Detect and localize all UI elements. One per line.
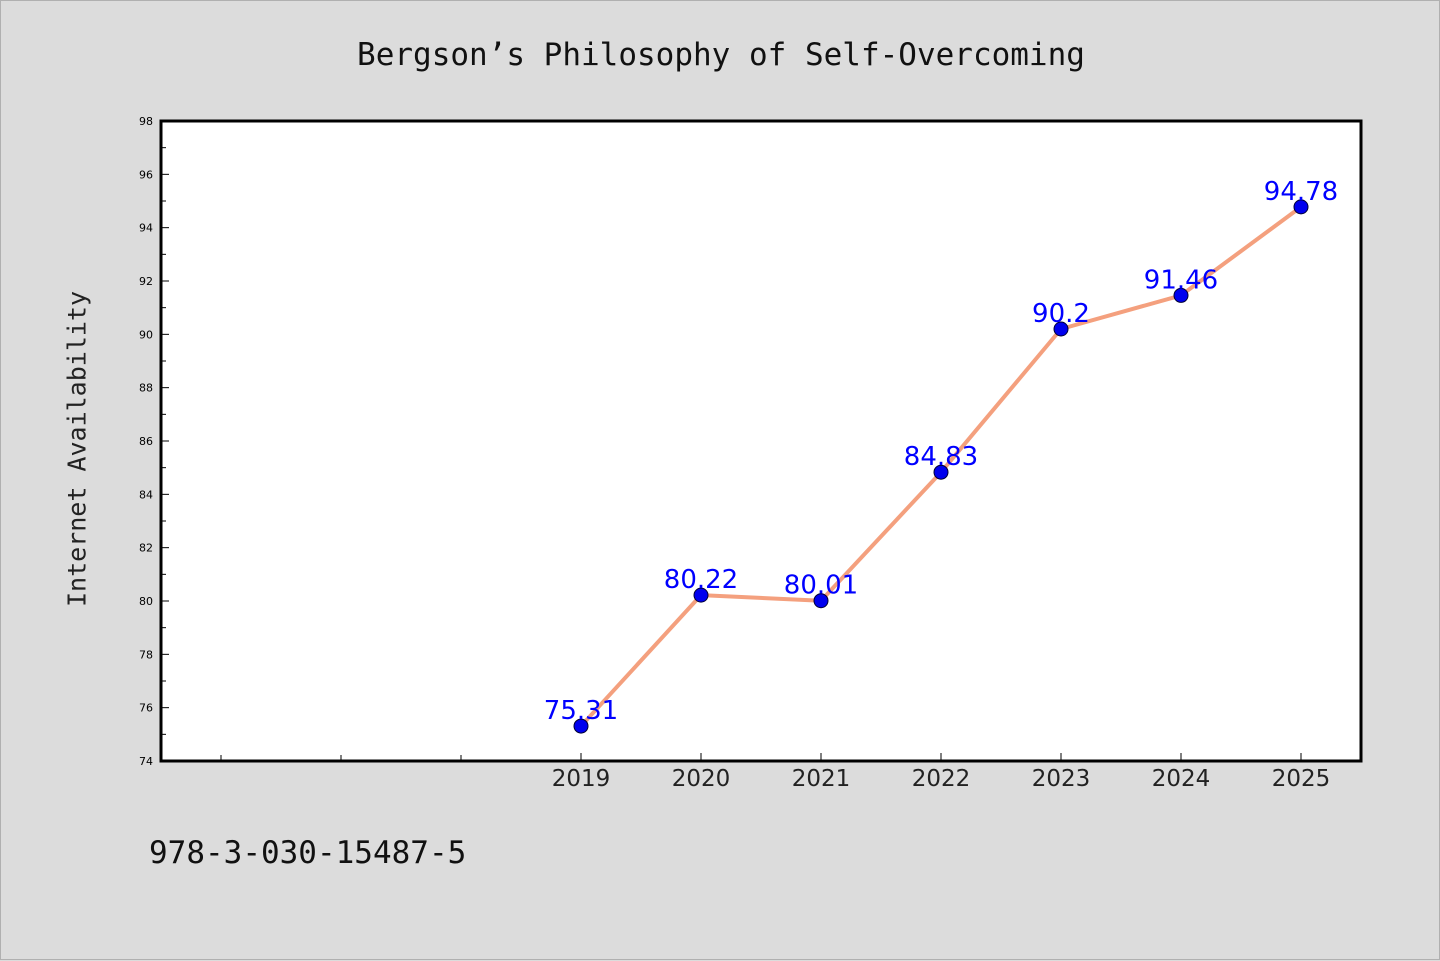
x-tick-label: 2020 <box>672 766 731 792</box>
y-tick-label: 90 <box>139 328 153 341</box>
data-point <box>813 593 829 609</box>
y-tick-label: 82 <box>139 542 153 555</box>
y-tick-label: 96 <box>139 168 153 181</box>
y-tick-label: 88 <box>139 382 153 395</box>
y-tick-label: 76 <box>139 702 153 715</box>
x-tick-label: 2022 <box>912 766 971 792</box>
chart-title: Bergson’s Philosophy of Self-Overcoming <box>357 37 1085 73</box>
data-label: 94.78 <box>1264 177 1338 207</box>
y-tick-label: 78 <box>139 648 153 661</box>
data-point <box>1293 199 1309 215</box>
x-tick-label: 2023 <box>1032 766 1091 792</box>
x-tick-label: 2021 <box>792 766 851 792</box>
data-point <box>573 718 589 734</box>
data-label: 90.2 <box>1032 299 1090 329</box>
y-tick-label: 86 <box>139 435 153 448</box>
y-tick-label: 92 <box>139 275 153 288</box>
isbn-text: 978-3-030-15487-5 <box>149 835 467 871</box>
data-label: 91.46 <box>1144 265 1218 295</box>
y-tick-label: 80 <box>139 595 153 608</box>
data-point <box>1173 287 1189 303</box>
y-tick-label: 94 <box>139 222 153 235</box>
data-label: 75.31 <box>544 696 618 726</box>
plot-frame <box>159 119 1363 763</box>
x-tick-label: 2024 <box>1152 766 1211 792</box>
y-tick-label: 84 <box>139 488 153 501</box>
y-tick-label: 98 <box>139 115 153 128</box>
x-tick-label: 2019 <box>552 766 611 792</box>
data-label: 80.22 <box>664 565 738 595</box>
data-point <box>1053 321 1069 337</box>
data-label: 80.01 <box>784 571 858 601</box>
data-point <box>693 587 709 603</box>
data-label: 84.83 <box>904 442 978 472</box>
x-tick-label: 2025 <box>1272 766 1331 792</box>
data-point <box>933 464 949 480</box>
plot-background <box>161 121 1361 761</box>
y-tick-label: 74 <box>139 755 153 768</box>
